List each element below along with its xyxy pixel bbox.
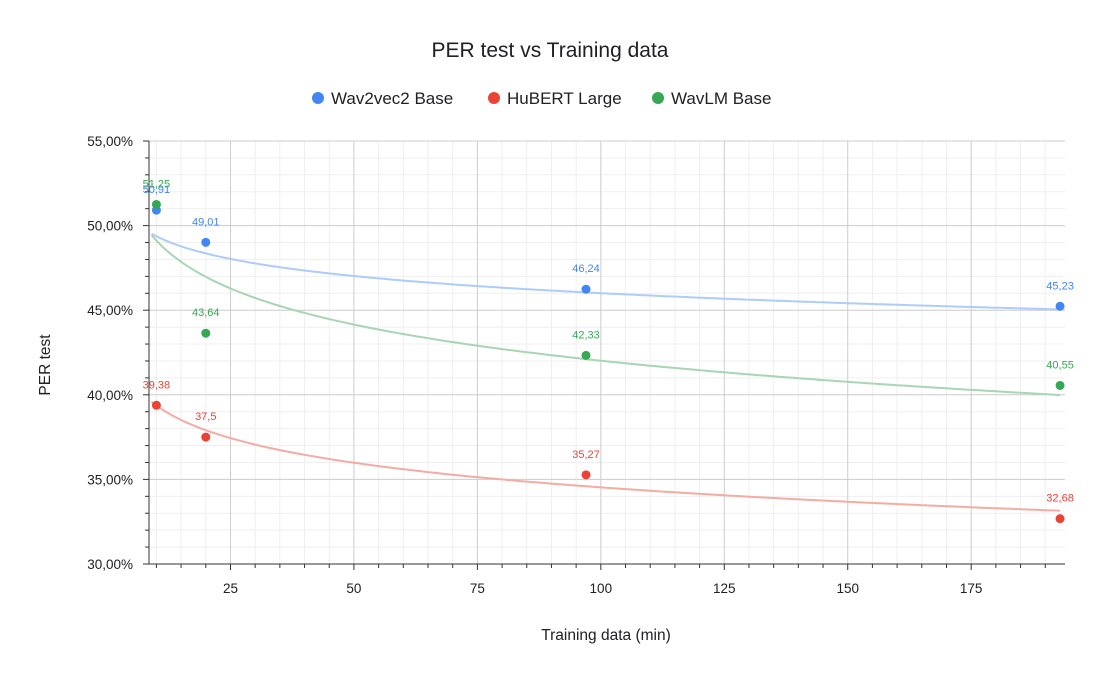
- x-tick-label: 100: [590, 581, 613, 596]
- legend-label-hubert: HuBERT Large: [507, 89, 622, 108]
- legend-label-wavlm: WavLM Base: [671, 89, 771, 108]
- data-label: 42,33: [572, 329, 600, 341]
- y-tick-label: 50,00%: [87, 219, 133, 234]
- data-label: 49,01: [192, 216, 220, 228]
- legend-item-hubert[interactable]: HuBERT Large: [488, 89, 622, 108]
- x-tick-label: 175: [960, 581, 983, 596]
- x-tick-label: 75: [470, 581, 485, 596]
- legend[interactable]: Wav2vec2 Base HuBERT Large WavLM Base: [312, 89, 771, 108]
- trendline-wav2vec2: [151, 232, 1061, 311]
- data-label: 45,23: [1046, 280, 1074, 292]
- point-hubert[interactable]: [151, 400, 161, 410]
- x-tick-label: 150: [836, 581, 859, 596]
- y-axis-title: PER test: [37, 334, 54, 396]
- legend-marker-wav2vec2: [312, 92, 324, 104]
- legend-item-wavlm[interactable]: WavLM Base: [652, 89, 771, 108]
- trendlines: [150, 232, 1061, 512]
- axes: [143, 140, 1065, 570]
- point-wav2vec2[interactable]: [201, 237, 211, 247]
- point-wavlm[interactable]: [1055, 380, 1065, 390]
- trendline-hubert: [150, 401, 1061, 512]
- x-axis-title: Training data (min): [541, 627, 671, 644]
- data-label: 46,24: [572, 263, 600, 275]
- point-wavlm[interactable]: [151, 199, 161, 209]
- data-label: 51,25: [143, 178, 171, 190]
- point-hubert[interactable]: [201, 432, 211, 442]
- y-tick-label: 35,00%: [87, 472, 133, 487]
- chart-title: PER test vs Training data: [432, 39, 669, 62]
- point-wavlm[interactable]: [581, 350, 591, 360]
- legend-marker-hubert: [488, 92, 500, 104]
- major-gridlines: [149, 140, 1065, 564]
- point-wavlm[interactable]: [201, 328, 211, 338]
- point-hubert[interactable]: [1055, 514, 1065, 524]
- x-tick-label: 125: [713, 581, 736, 596]
- legend-marker-wavlm: [652, 92, 664, 104]
- data-labels: 50,91 49,01 46,24 45,23 39,38 37,5 35,27 32,68 5…: [143, 178, 1074, 504]
- data-label: 32,68: [1046, 493, 1074, 505]
- y-tick-label: 45,00%: [87, 303, 133, 318]
- data-label: 40,55: [1046, 359, 1074, 371]
- data-label: 35,27: [572, 449, 600, 461]
- data-label: 39,38: [143, 379, 171, 391]
- point-wav2vec2[interactable]: [1055, 301, 1065, 311]
- data-label: 37,5: [195, 411, 216, 423]
- data-label: 43,64: [192, 307, 220, 319]
- data-points: [151, 199, 1065, 524]
- x-tick-label: 50: [346, 581, 361, 596]
- y-tick-label: 30,00%: [87, 557, 133, 572]
- data-label: 50,91: [143, 184, 171, 196]
- point-wav2vec2[interactable]: [581, 284, 591, 294]
- trendline-wavlm: [150, 234, 1061, 396]
- y-tick-label: 40,00%: [87, 388, 133, 403]
- tick-labels: 25 50 75 100 125 150 175 30,00% 35,00% 40,00% 45,0…: [87, 134, 982, 596]
- minor-gridlines: [149, 141, 1065, 564]
- legend-item-wav2vec2[interactable]: Wav2vec2 Base: [312, 89, 453, 108]
- legend-label-wav2vec2: Wav2vec2 Base: [331, 89, 453, 108]
- y-tick-label: 55,00%: [87, 134, 133, 149]
- x-tick-label: 25: [223, 581, 238, 596]
- point-hubert[interactable]: [581, 470, 591, 480]
